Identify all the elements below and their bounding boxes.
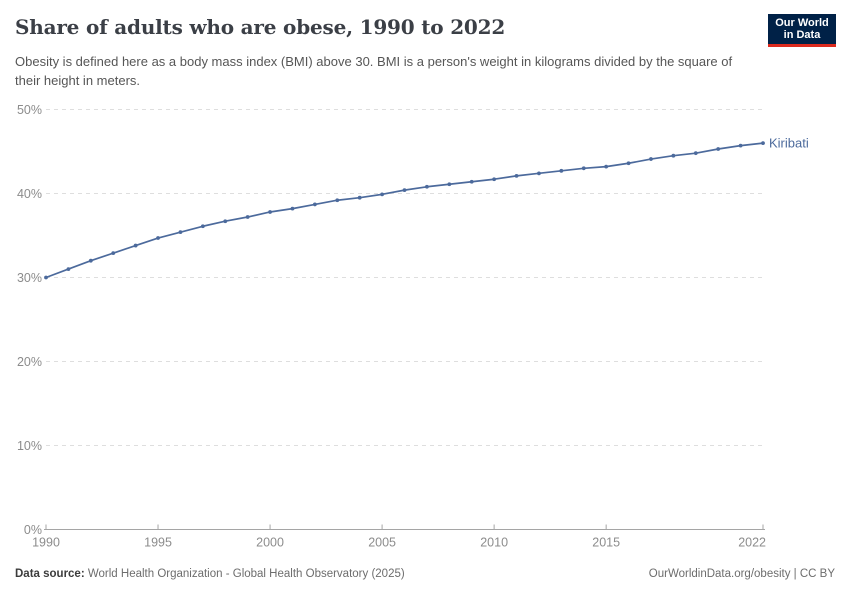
data-point-1994[interactable] [133,243,138,248]
y-tick-label: 30% [17,271,42,285]
data-point-1996[interactable] [178,230,183,235]
data-point-2005[interactable] [380,192,384,197]
y-tick-label: 10% [17,439,42,453]
data-point-2006[interactable] [402,188,407,193]
data-point-2012[interactable] [537,171,541,176]
data-point-1999[interactable] [245,215,250,219]
data-point-2020[interactable] [716,147,721,151]
data-point-1990[interactable] [44,275,48,280]
series-end-label[interactable]: Kiribati [769,136,809,151]
data-point-1998[interactable] [223,219,228,224]
x-tick-label: 2022 [738,536,766,550]
data-point-2011[interactable] [514,173,519,178]
data-point-1997[interactable] [200,224,205,229]
data-point-2017[interactable] [649,157,653,161]
data-point-2008[interactable] [447,182,452,187]
data-source-label: Data source: [15,568,85,580]
owid-logo-line2: in Data [783,29,821,41]
chart-subtitle: Obesity is defined here as a body mass i… [15,54,733,88]
data-source-text: World Health Organization - Global Healt… [84,568,405,580]
data-point-2014[interactable] [581,166,586,171]
chart-footer: Data source: World Health Organization -… [15,568,835,580]
x-tick-label: 2010 [480,536,508,550]
data-point-1992[interactable] [88,258,93,263]
y-tick-label: 40% [17,187,42,201]
chart-header: Share of adults who are obese, 1990 to 2… [15,14,835,40]
x-tick-label: 1990 [32,536,60,550]
data-point-1995[interactable] [156,236,160,240]
data-point-1991[interactable] [66,267,71,271]
data-point-2009[interactable] [469,179,474,184]
data-point-2021[interactable] [738,143,743,148]
x-tick-label: 2015 [592,536,620,550]
data-point-2015[interactable] [604,164,609,169]
data-point-2000[interactable] [268,210,272,214]
y-tick-label: 20% [17,355,42,369]
data-point-1993[interactable] [111,251,116,256]
data-point-2007[interactable] [425,184,429,189]
series-line-kiribati[interactable] [45,142,764,279]
y-tick-label: 0% [24,523,42,537]
x-tick-label: 2005 [368,536,396,550]
x-tick-label: 2000 [256,536,284,550]
data-point-2003[interactable] [335,198,340,203]
data-source-note: Data source: World Health Organization -… [15,568,405,580]
data-point-2013[interactable] [559,168,564,173]
data-point-2001[interactable] [290,206,295,211]
x-tick-label: 1995 [144,536,172,550]
data-point-2002[interactable] [312,202,317,207]
y-tick-label: 50% [17,103,42,117]
credit-link[interactable]: OurWorldinData.org/obesity | CC BY [648,568,835,580]
data-point-2004[interactable] [357,195,362,200]
data-point-2019[interactable] [693,151,698,156]
chart-title: Share of adults who are obese, 1990 to 2… [15,15,506,39]
data-point-2022[interactable] [761,141,765,146]
owid-logo: Our World in Data [768,14,836,47]
data-point-2010[interactable] [492,177,497,182]
data-point-2018[interactable] [671,153,676,158]
owid-logo-line1: Our World [775,16,829,29]
data-point-2016[interactable] [626,161,631,166]
